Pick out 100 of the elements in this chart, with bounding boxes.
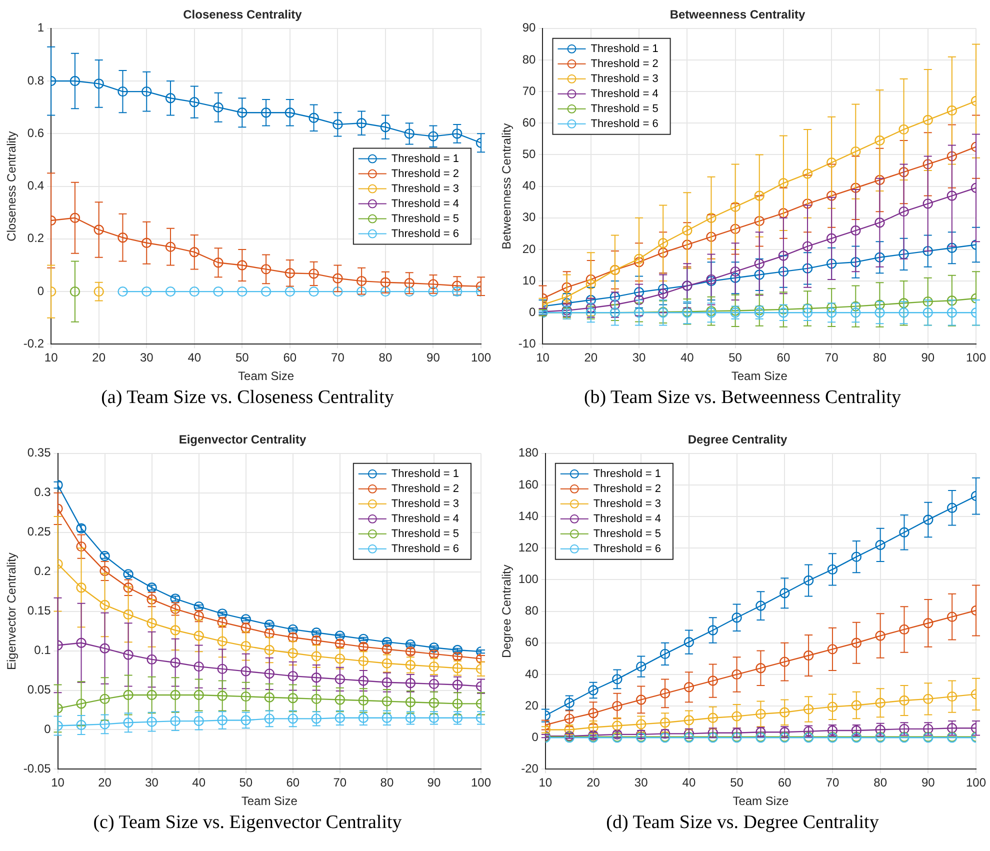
y-tick-label: 0.8 <box>27 73 44 88</box>
y-tick-label: 0 <box>37 284 44 298</box>
point <box>311 672 322 683</box>
point <box>754 190 764 201</box>
point <box>732 711 742 722</box>
point <box>826 158 837 168</box>
point <box>170 716 180 726</box>
point <box>332 286 343 297</box>
point <box>803 575 814 586</box>
point <box>660 718 670 728</box>
point <box>636 719 646 730</box>
point <box>946 723 958 734</box>
y-tick-label: 160 <box>518 477 539 492</box>
point <box>356 276 367 286</box>
y-tick-label: 0.35 <box>27 446 52 460</box>
point <box>658 238 668 248</box>
point <box>946 308 958 318</box>
point <box>189 96 200 108</box>
point <box>334 674 346 684</box>
x-tick-label: 10 <box>538 776 552 790</box>
point <box>76 698 86 709</box>
point <box>827 702 838 712</box>
point <box>123 582 134 593</box>
y-tick-label: 0.15 <box>27 604 52 618</box>
legend-label: Threshold = 2 <box>391 482 460 495</box>
point <box>237 108 248 118</box>
y-tick-label: 30 <box>522 210 536 224</box>
point <box>946 612 958 622</box>
point <box>260 108 272 118</box>
x-tick-label: 60 <box>776 350 790 365</box>
point <box>284 108 296 118</box>
point <box>778 208 789 218</box>
point <box>213 286 224 297</box>
legend-label: Threshold = 1 <box>391 152 460 165</box>
legend-label: Threshold = 3 <box>593 498 661 510</box>
x-tick-label: 30 <box>632 350 646 365</box>
x-tick-label: 60 <box>778 776 792 790</box>
point <box>428 286 438 297</box>
y-tick-label: 100 <box>518 572 539 586</box>
point <box>452 280 462 291</box>
x-tick-label: 100 <box>966 776 986 790</box>
x-tick-label: 30 <box>634 776 648 790</box>
point <box>780 588 790 598</box>
point <box>875 540 886 550</box>
point <box>636 661 646 672</box>
point <box>382 696 392 706</box>
point <box>684 715 694 726</box>
point <box>240 640 251 652</box>
legend-label: Threshold = 6 <box>391 542 460 555</box>
y-tick-label: -0.05 <box>23 762 52 776</box>
chart-title: Closeness Centrality <box>183 8 302 22</box>
point <box>899 695 910 706</box>
point <box>684 636 694 648</box>
point <box>851 700 862 710</box>
point <box>405 678 416 688</box>
chart-title: Betweenness Centrality <box>670 8 806 22</box>
legend-label: Threshold = 5 <box>391 212 460 225</box>
point <box>240 614 251 624</box>
y-axis-title: Eigenvector Centrality <box>4 552 19 670</box>
point <box>264 620 274 630</box>
legend-label: Threshold = 4 <box>593 512 661 525</box>
point <box>658 284 668 294</box>
y-tick-label: 10 <box>522 273 536 288</box>
point <box>875 630 886 641</box>
point <box>898 124 909 135</box>
point <box>778 266 789 277</box>
point <box>170 690 180 700</box>
y-tick-label: 20 <box>525 698 539 712</box>
y-tick-label: 40 <box>525 666 539 681</box>
y-tick-label: 0.25 <box>27 524 52 539</box>
point <box>308 268 319 279</box>
point <box>94 78 104 89</box>
y-tick-label: 70 <box>522 84 536 98</box>
point <box>946 105 958 116</box>
x-axis-title: Team Size <box>241 794 298 808</box>
point <box>308 112 319 123</box>
point <box>802 308 813 318</box>
point <box>332 273 343 284</box>
point <box>826 302 837 313</box>
point <box>730 202 740 212</box>
point <box>730 224 740 234</box>
point <box>118 286 128 297</box>
point <box>288 624 298 635</box>
point <box>562 282 572 292</box>
point <box>404 128 414 139</box>
point <box>288 670 298 682</box>
point <box>217 608 228 619</box>
legend-label: Threshold = 5 <box>590 102 658 115</box>
point <box>658 248 668 258</box>
point <box>732 612 742 623</box>
point <box>100 694 110 704</box>
point <box>684 682 694 692</box>
x-tick-label: 100 <box>470 350 492 365</box>
legend-label: Threshold = 2 <box>391 168 460 180</box>
x-tick-label: 40 <box>680 350 694 365</box>
point <box>850 301 861 312</box>
text: (d) Team Size vs. Degree Centrality <box>605 812 880 834</box>
y-tick-label: 40 <box>522 178 536 193</box>
legend-label: Threshold = 3 <box>391 498 460 510</box>
point <box>610 292 620 302</box>
